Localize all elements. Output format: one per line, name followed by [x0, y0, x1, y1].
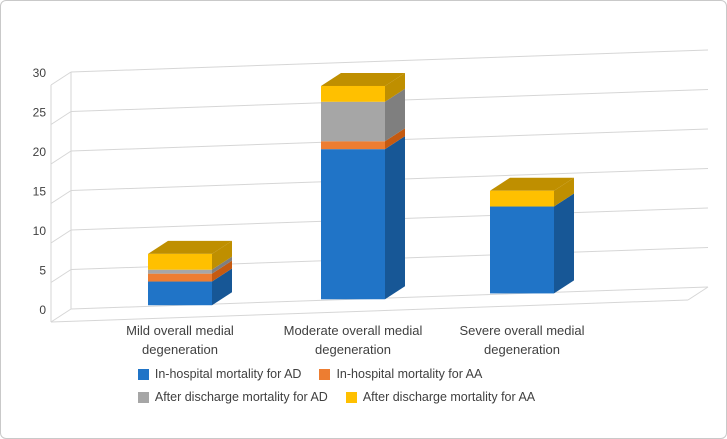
chart-legend: In-hospital mortality for AD In-hospital… — [1, 367, 726, 404]
legend-swatch-gray-icon — [137, 391, 149, 403]
svg-text:0: 0 — [39, 303, 46, 317]
legend-item-inhospital-ad: In-hospital mortality for AD — [137, 367, 302, 381]
legend-item-inhospital-aa: In-hospital mortality for AA — [319, 367, 482, 381]
stacked-bar-3d-chart: 0 5 10 15 20 25 30 Mild overall medial degenerat… — [33, 49, 709, 357]
svg-text:15: 15 — [33, 185, 47, 199]
legend-label: After discharge mortality for AD — [154, 390, 328, 404]
legend-swatch-orange-icon — [319, 368, 331, 380]
svg-text:degeneration: degeneration — [142, 342, 218, 357]
legend-label: In-hospital mortality for AA — [336, 367, 483, 381]
svg-text:20: 20 — [33, 145, 47, 159]
svg-text:30: 30 — [33, 66, 47, 80]
svg-text:Severe overall medial: Severe overall medial — [459, 323, 584, 338]
legend-item-afterdischarge-aa: After discharge mortality for AA — [345, 390, 536, 404]
svg-text:degeneration: degeneration — [484, 342, 560, 357]
svg-text:25: 25 — [33, 106, 47, 120]
legend-swatch-blue-icon — [137, 368, 149, 380]
legend-label: After discharge mortality for AA — [362, 390, 536, 404]
svg-text:Mild overall medial: Mild overall medial — [126, 323, 234, 338]
legend-swatch-yellow-icon — [345, 391, 357, 403]
svg-text:5: 5 — [39, 264, 46, 278]
legend-item-afterdischarge-ad: After discharge mortality for AD — [137, 390, 328, 404]
legend-row-2: After discharge mortality for AD After d… — [137, 390, 536, 404]
svg-text:Moderate overall medial: Moderate overall medial — [284, 323, 423, 338]
legend-label: In-hospital mortality for AD — [154, 367, 302, 381]
svg-text:degeneration: degeneration — [315, 342, 391, 357]
chart-legend-rows: In-hospital mortality for AD In-hospital… — [137, 367, 536, 404]
legend-row-1: In-hospital mortality for AD In-hospital… — [137, 367, 482, 381]
svg-text:10: 10 — [33, 224, 47, 238]
